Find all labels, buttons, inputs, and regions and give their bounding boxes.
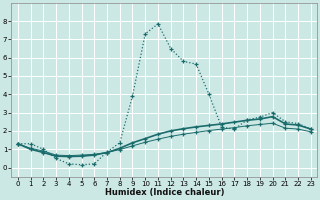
X-axis label: Humidex (Indice chaleur): Humidex (Indice chaleur) bbox=[105, 188, 224, 197]
